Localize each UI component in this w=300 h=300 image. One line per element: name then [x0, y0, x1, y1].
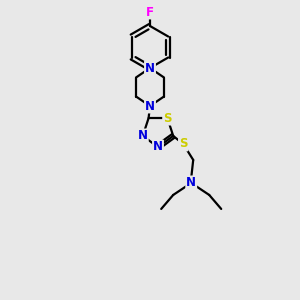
Text: N: N: [145, 61, 155, 74]
Text: S: S: [179, 137, 188, 150]
Text: F: F: [146, 5, 154, 19]
Text: S: S: [163, 112, 172, 124]
Text: N: N: [138, 129, 148, 142]
Text: N: N: [153, 140, 163, 154]
Text: N: N: [186, 176, 196, 189]
Text: N: N: [145, 100, 155, 112]
